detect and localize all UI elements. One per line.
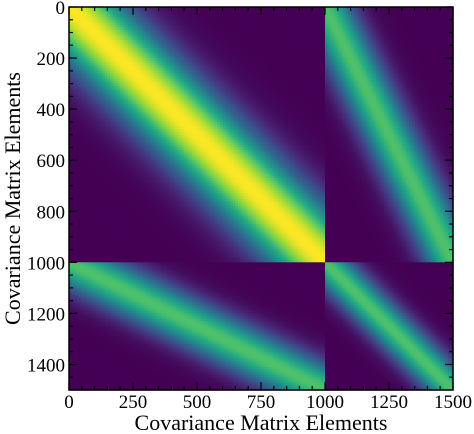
heatmap-cells xyxy=(69,7,454,391)
